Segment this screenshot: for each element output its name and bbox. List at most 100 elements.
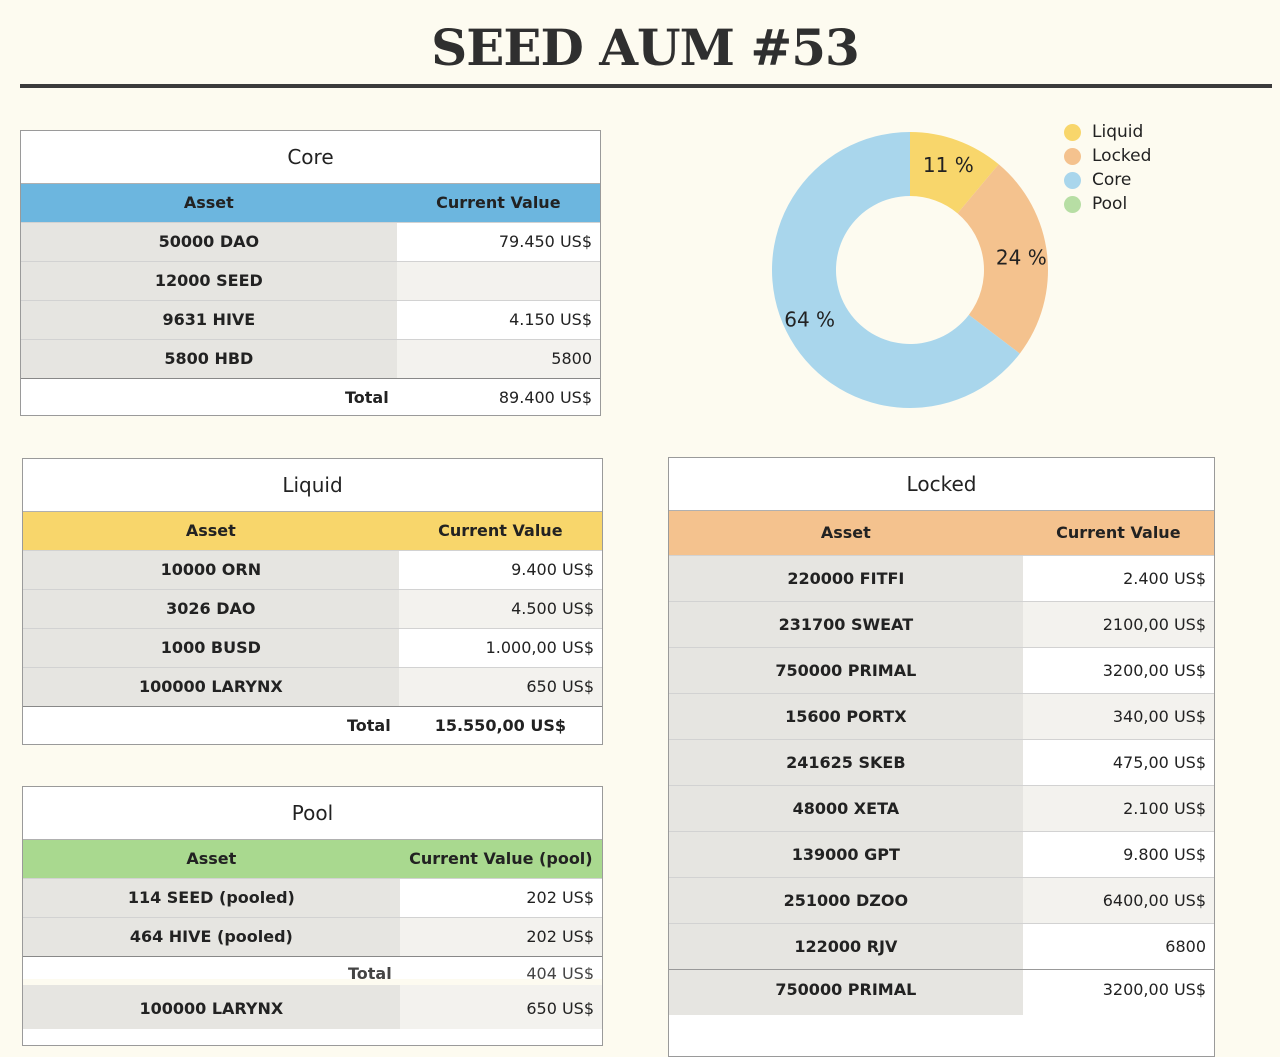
asset-cell: 750000 PRIMAL <box>669 970 1023 1015</box>
locked-value-header: Current Value <box>1056 523 1181 542</box>
table-row: 3026 DAO 4.500 US$ <box>23 589 602 628</box>
core-table: Core Asset Current Value 50000 DAO 79.45… <box>20 130 601 416</box>
donut-slice-liquid <box>910 132 999 214</box>
core-swatch-icon <box>1064 171 1081 189</box>
table-row: 750000 PRIMAL 3200,00 US$ <box>669 647 1214 693</box>
pool-swatch-icon <box>1064 195 1081 213</box>
table-row: 5800 HBD 5800 <box>21 339 600 378</box>
legend-item-locked: Locked <box>1064 144 1151 168</box>
pool-table-header: Asset Current Value (pool) <box>23 840 602 878</box>
value-cell: 3200,00 US$ <box>1022 648 1214 693</box>
locked-swatch-icon <box>1064 147 1081 165</box>
core-table-caption: Core <box>21 131 600 184</box>
liquid-swatch-icon <box>1064 123 1081 141</box>
pool-table-caption: Pool <box>23 787 602 840</box>
value-cell: 3200,00 US$ <box>1022 970 1214 1015</box>
pool-table: Pool Asset Current Value (pool) 114 SEED… <box>22 786 603 1046</box>
slice-label-core: 64 % <box>784 308 835 332</box>
legend-item-core: Core <box>1064 168 1151 192</box>
pool-asset-header: Asset <box>186 849 237 868</box>
asset-cell: 464 HIVE (pooled) <box>23 918 400 956</box>
total-value: 89.400 US$ <box>396 379 600 415</box>
total-value: 15.550,00 US$ <box>398 707 602 744</box>
total-label: Total <box>23 707 399 744</box>
total-label: Total <box>21 379 397 415</box>
donut-slice-core <box>772 132 1020 408</box>
value-cell: 5800 <box>396 340 600 378</box>
value-cell: 9.400 US$ <box>398 551 602 589</box>
legend-item-liquid: Liquid <box>1064 120 1151 144</box>
locked-table-caption: Locked <box>669 458 1214 511</box>
table-row: 50000 DAO 79.450 US$ <box>21 222 600 261</box>
asset-cell: 1000 BUSD <box>23 629 399 667</box>
total-row: Total 89.400 US$ <box>21 378 600 415</box>
value-cell: 475,00 US$ <box>1022 740 1214 785</box>
value-cell: 650 US$ <box>399 985 602 1029</box>
legend-item-pool: Pool <box>1064 192 1151 216</box>
asset-cell: 750000 PRIMAL <box>669 648 1023 693</box>
asset-cell: 5800 HBD <box>21 340 397 378</box>
table-row: 241625 SKEB 475,00 US$ <box>669 739 1214 785</box>
locked-asset-header: Asset <box>820 523 871 542</box>
value-cell: 79.450 US$ <box>396 223 600 261</box>
donut-slice-locked <box>957 164 1048 354</box>
value-cell: 2.100 US$ <box>1022 786 1214 831</box>
total-value: 404 US$ <box>399 957 602 979</box>
total-row: Total 15.550,00 US$ <box>23 706 602 744</box>
value-cell: 2.400 US$ <box>1022 556 1214 601</box>
legend-label: Locked <box>1092 146 1152 166</box>
asset-cell: 241625 SKEB <box>669 740 1023 785</box>
pool-value-header: Current Value (pool) <box>409 849 593 868</box>
asset-cell: 12000 SEED <box>21 262 397 300</box>
asset-cell: 10000 ORN <box>23 551 399 589</box>
asset-cell: 251000 DZOO <box>669 878 1023 923</box>
value-cell <box>396 262 600 300</box>
total-label: Total <box>23 957 400 979</box>
table-row: 139000 GPT 9.800 US$ <box>669 831 1214 877</box>
table-row: 464 HIVE (pooled) 202 US$ <box>23 917 602 956</box>
liquid-table-caption: Liquid <box>23 459 602 512</box>
table-row: 10000 ORN 9.400 US$ <box>23 550 602 589</box>
value-cell: 4.150 US$ <box>396 301 600 339</box>
table-row: 220000 FITFI 2.400 US$ <box>669 555 1214 601</box>
table-row: 100000 LARYNX 650 US$ <box>23 667 602 706</box>
liquid-table-header: Asset Current Value <box>23 512 602 550</box>
table-row: 1000 BUSD 1.000,00 US$ <box>23 628 602 667</box>
asset-cell: 114 SEED (pooled) <box>23 879 400 917</box>
total-row: Total 404 US$ <box>23 956 602 979</box>
table-row: 48000 XETA 2.100 US$ <box>669 785 1214 831</box>
value-cell: 2100,00 US$ <box>1022 602 1214 647</box>
title-divider <box>20 84 1272 88</box>
table-row: 122000 RJV 6800 <box>669 923 1214 969</box>
asset-cell: 9631 HIVE <box>21 301 397 339</box>
table-row: 100000 LARYNX 650 US$ <box>23 979 602 1029</box>
table-row: 114 SEED (pooled) 202 US$ <box>23 878 602 917</box>
value-cell: 6800 <box>1022 924 1214 969</box>
asset-cell: 100000 LARYNX <box>23 668 399 706</box>
chart-legend: Liquid Locked Core Pool <box>1064 120 1151 216</box>
asset-cell: 100000 LARYNX <box>23 985 400 1029</box>
table-row: 251000 DZOO 6400,00 US$ <box>669 877 1214 923</box>
value-cell: 340,00 US$ <box>1022 694 1214 739</box>
asset-cell: 139000 GPT <box>669 832 1023 877</box>
locked-table-header: Asset Current Value <box>669 511 1214 555</box>
value-cell: 6400,00 US$ <box>1022 878 1214 923</box>
asset-cell: 231700 SWEAT <box>669 602 1023 647</box>
asset-cell: 3026 DAO <box>23 590 399 628</box>
slice-label-liquid: 11 % <box>923 153 974 177</box>
liquid-asset-header: Asset <box>185 521 236 540</box>
value-cell: 650 US$ <box>398 668 602 706</box>
core-table-header: Asset Current Value <box>21 184 600 222</box>
asset-cell: 15600 PORTX <box>669 694 1023 739</box>
legend-label: Pool <box>1092 194 1128 214</box>
asset-cell: 122000 RJV <box>669 924 1023 969</box>
liquid-table: Liquid Asset Current Value 10000 ORN 9.4… <box>22 458 603 745</box>
page-title: SEED AUM #53 <box>431 18 860 77</box>
value-cell: 1.000,00 US$ <box>398 629 602 667</box>
value-cell: 9.800 US$ <box>1022 832 1214 877</box>
asset-cell: 50000 DAO <box>21 223 397 261</box>
liquid-value-header: Current Value <box>438 521 563 540</box>
legend-label: Liquid <box>1092 122 1144 142</box>
table-row: 231700 SWEAT 2100,00 US$ <box>669 601 1214 647</box>
table-row: 750000 PRIMAL 3200,00 US$ <box>669 969 1214 1015</box>
